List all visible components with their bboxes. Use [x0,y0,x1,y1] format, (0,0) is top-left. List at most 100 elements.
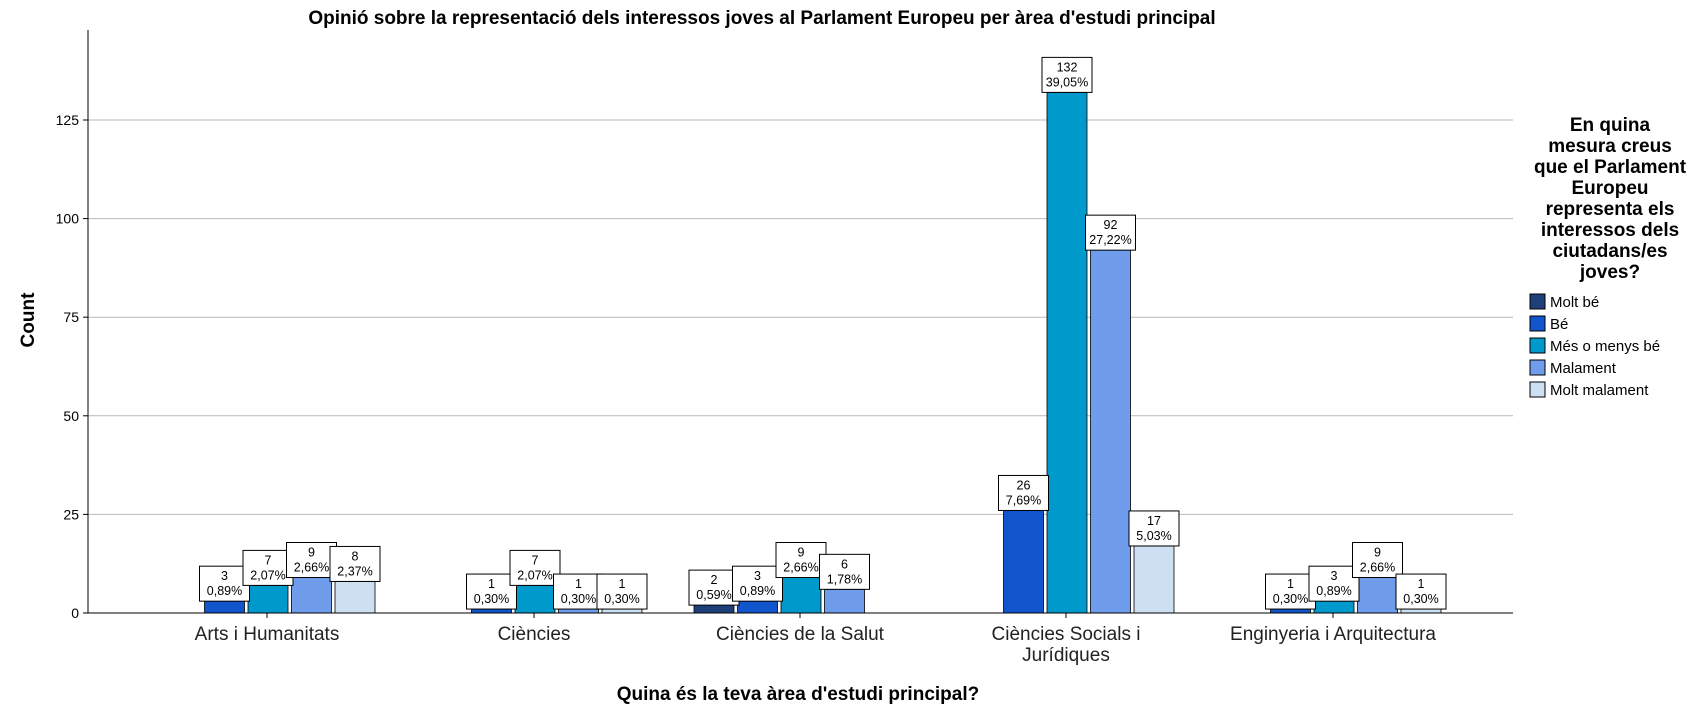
data-label-percent: 2,07% [517,568,552,582]
bar [737,600,778,614]
legend-label: Malament [1550,360,1617,377]
legend-items: Molt bé Bé Més o menys bé Malament Molt mala… [1529,293,1660,399]
x-category-label: Ciències de la Salut [716,624,885,645]
bar [514,584,556,614]
data-label-percent: 2,66% [783,561,818,575]
x-category-labels: Arts i Humanitats Ciències Ciències de la … [195,624,1437,666]
data-label-count: 1 [619,577,626,591]
data-label-percent: 0,30% [561,592,596,606]
bar [1133,545,1175,614]
data-label-count: 9 [798,546,805,560]
data-label-box [1308,565,1360,602]
bar [780,577,822,614]
data-label-box [509,549,561,586]
bar [291,577,332,614]
x-category-label: Arts i Humanitats [195,624,340,645]
bar [334,581,376,614]
data-label-count: 17 [1147,514,1161,528]
data-label-box [242,549,294,586]
data-label-count: 132 [1057,60,1078,74]
data-label-percent: 0,59% [696,588,731,602]
legend-title-line: ciutadans/es [1552,241,1667,262]
legend-swatch [1529,337,1546,354]
x-category-label: Ciències [498,624,571,645]
x-category-label: Ciències Socials i [992,624,1141,645]
bar [1357,577,1398,614]
data-label-box [1085,214,1136,251]
bar [693,604,735,614]
bar [471,608,512,614]
bar [558,608,599,614]
data-label-percent: 0,89% [1316,584,1351,598]
bars [204,91,1442,614]
y-tick-labels: 0 25 50 75 100 125 [56,112,80,621]
x-category-label: Jurídiques [1022,645,1110,666]
y-tick-label: 25 [63,506,79,522]
y-tick-label: 75 [63,309,79,325]
data-label-count: 1 [1287,577,1294,591]
data-label-box [819,553,870,590]
data-label-percent: 0,30% [474,592,509,606]
data-label-percent: 2,66% [1360,561,1395,575]
data-label-percent: 2,07% [250,568,285,582]
bar [1313,600,1355,614]
x-axis-title: Quina és la teva àrea d'estudi principal… [617,684,979,705]
legend-label: Molt bé [1550,294,1599,311]
data-label-count: 9 [1374,546,1381,560]
data-label-box [998,474,1049,511]
data-label-count: 3 [1331,569,1338,583]
data-label-percent: 7,69% [1006,493,1041,507]
y-tick-label: 50 [63,408,79,424]
bar [1003,510,1044,614]
data-label-count: 7 [265,553,272,567]
data-label-box [596,573,648,610]
y-axis-title: Count [18,292,39,348]
legend-swatch [1529,315,1546,332]
data-label-box [329,545,381,582]
data-label-count: 1 [488,577,495,591]
data-label-count: 9 [308,546,315,560]
data-label-percent: 39,05% [1046,75,1088,89]
legend-title-line: interessos dels [1541,220,1679,241]
legend-swatch [1529,381,1546,398]
bar [1090,249,1131,614]
bar [601,608,643,614]
legend-label: Més o menys bé [1550,338,1660,355]
data-label-count: 7 [532,553,539,567]
data-label-percent: 1,78% [827,572,862,586]
data-label-percent: 2,66% [294,561,329,575]
bar [247,584,289,614]
legend-label: Molt malament [1550,382,1649,399]
data-label-count: 3 [221,569,228,583]
legend-swatch [1529,359,1546,376]
data-label-count: 6 [841,557,848,571]
data-label-count: 3 [754,569,761,583]
data-label-count: 1 [1418,577,1425,591]
data-label-count: 8 [352,549,359,563]
legend: En quina mesura creus que el Parlament Euro… [1529,115,1687,399]
data-label-percent: 0,30% [1273,592,1308,606]
gridlines [88,119,1513,515]
data-label-percent: 2,37% [337,564,372,578]
data-label-box [1128,510,1180,547]
data-labels: 30,89%72,07%92,66%82,37%10,30%72,07%10,3… [199,56,1447,610]
data-label-box [1041,56,1093,93]
data-label-box [1352,542,1403,579]
data-label-percent: 5,03% [1136,529,1171,543]
data-label-percent: 27,22% [1089,233,1131,247]
y-tick-label: 125 [56,112,80,128]
legend-swatch [1529,293,1546,310]
data-label-count: 26 [1017,478,1031,492]
data-label-box [466,573,517,610]
legend-label: Bé [1550,316,1568,333]
legend-title-line: representa els [1546,199,1675,220]
bar [1046,91,1088,614]
bar [1400,608,1442,614]
x-category-label: Enginyeria i Arquitectura [1230,624,1436,645]
y-tick-label: 100 [56,211,80,227]
bar [824,588,865,614]
data-label-percent: 0,89% [207,584,242,598]
legend-title-line: que el Parlament [1534,157,1687,178]
axes [83,30,1513,618]
